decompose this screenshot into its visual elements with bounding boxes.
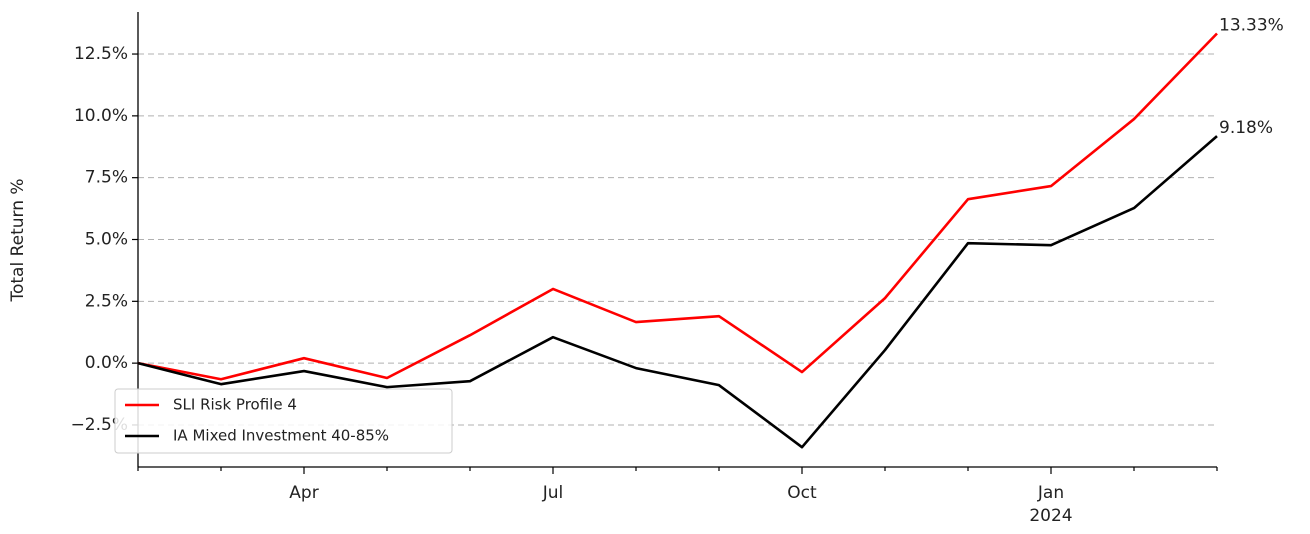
x-tick-label: Apr xyxy=(289,483,318,503)
y-tick-label: 0.0% xyxy=(85,353,128,373)
x-tick-label: Oct xyxy=(787,483,817,503)
legend-label: SLI Risk Profile 4 xyxy=(173,396,297,414)
y-tick-label: 10.0% xyxy=(74,106,128,126)
x-tick-label: Jul xyxy=(542,483,564,503)
legend: SLI Risk Profile 4 IA Mixed Investment 40… xyxy=(114,388,453,454)
x-tick-label: Jan 2024 xyxy=(1029,483,1072,526)
y-tick-label: −2.5% xyxy=(71,415,128,435)
end-label: 9.18% xyxy=(1219,118,1273,138)
series-line xyxy=(137,135,1218,449)
y-tick-label: 2.5% xyxy=(85,291,128,311)
legend-box xyxy=(114,388,453,454)
y-tick-label: 12.5% xyxy=(74,44,128,64)
series-line xyxy=(137,32,1218,381)
y-tick-label: 7.5% xyxy=(85,168,128,188)
legend-label: IA Mixed Investment 40-85% xyxy=(173,427,389,445)
y-tick-label: 5.0% xyxy=(85,230,128,250)
y-axis-label: Total Return % xyxy=(8,178,28,302)
end-label: 13.33% xyxy=(1219,16,1284,36)
